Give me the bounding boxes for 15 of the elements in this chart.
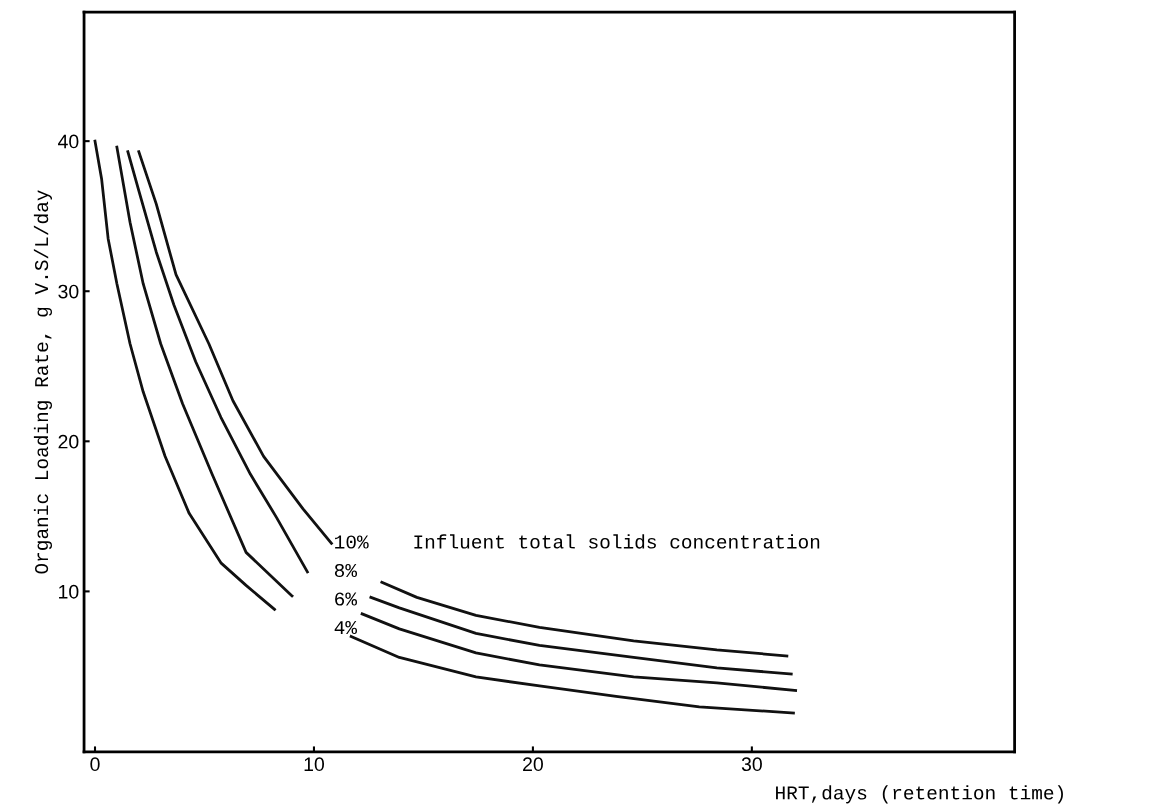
x-axis-title: HRT,days (retention time) [776, 785, 1063, 804]
y-tick-label: 10 [59, 584, 79, 599]
y-tick-label: 30 [58, 284, 79, 299]
series-label: 8% [334, 563, 358, 578]
y-axis-title: Organic Loading Rate, g V.S/L/day [33, 190, 53, 574]
annotation: Influent total solids concentration [414, 534, 820, 549]
x-tick-label: 20 [523, 757, 543, 772]
series-label: 10% [335, 535, 369, 549]
series-label: 6% [335, 592, 358, 606]
x-tick-label: 0 [90, 757, 100, 772]
y-tick-label: 40 [58, 134, 79, 149]
x-tick-label: 30 [741, 757, 762, 772]
x-tick-label: 10 [304, 757, 325, 772]
y-tick-label: 20 [58, 434, 79, 449]
series-label: 4% [334, 621, 358, 635]
